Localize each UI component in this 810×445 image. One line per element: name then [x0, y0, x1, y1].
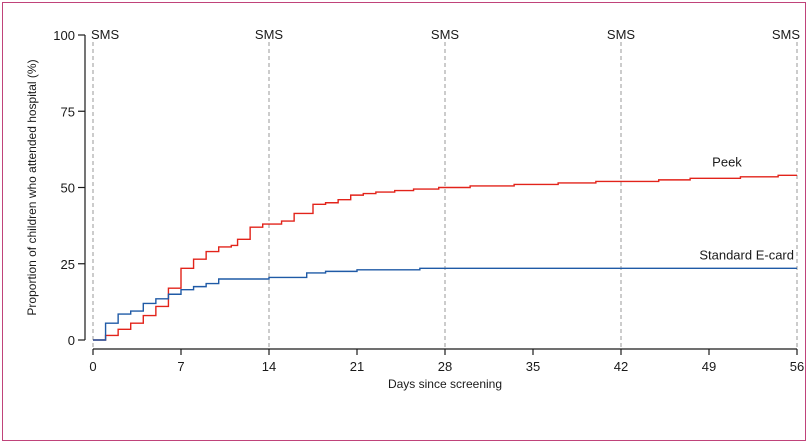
y-tick-label: 100: [53, 28, 75, 43]
x-tick-label: 56: [790, 359, 804, 374]
x-axis-title: Days since screening: [388, 377, 502, 391]
axes: 0 25 50 75 100 0 7 14 21 28 35 42 49 56: [53, 28, 804, 374]
x-tick-label: 42: [614, 359, 628, 374]
x-tick-label: 7: [177, 359, 184, 374]
sms-label: SMS: [91, 27, 120, 42]
sms-label: SMS: [772, 27, 801, 42]
series-labels: Peek Standard E-card: [699, 154, 794, 262]
sms-reference-lines: SMS SMS SMS SMS SMS: [91, 27, 800, 349]
x-tick-label: 21: [350, 359, 364, 374]
y-tick-label: 75: [61, 104, 75, 119]
x-tick-label: 0: [89, 359, 96, 374]
series-line-standard-e-card: [93, 267, 797, 341]
y-axis-ticks: 0 25 50 75 100: [53, 28, 85, 348]
series-lines: [93, 174, 797, 341]
sms-label: SMS: [431, 27, 460, 42]
y-tick-label: 25: [61, 257, 75, 272]
series-label-peek: Peek: [712, 154, 742, 169]
figure-frame: [2, 2, 806, 441]
x-tick-label: 28: [438, 359, 452, 374]
x-tick-label: 49: [702, 359, 716, 374]
sms-label: SMS: [255, 27, 284, 42]
sms-label: SMS: [607, 27, 636, 42]
x-tick-label: 14: [262, 359, 276, 374]
y-axis-title: Proportion of children who attended hosp…: [25, 59, 39, 315]
y-tick-label: 0: [68, 333, 75, 348]
x-axis-ticks: 0 7 14 21 28 35 42 49 56: [89, 349, 804, 374]
series-label-standard-e-card: Standard E-card: [699, 247, 794, 262]
y-tick-label: 50: [61, 181, 75, 196]
x-tick-label: 35: [526, 359, 540, 374]
series-line-peek: [93, 174, 797, 341]
